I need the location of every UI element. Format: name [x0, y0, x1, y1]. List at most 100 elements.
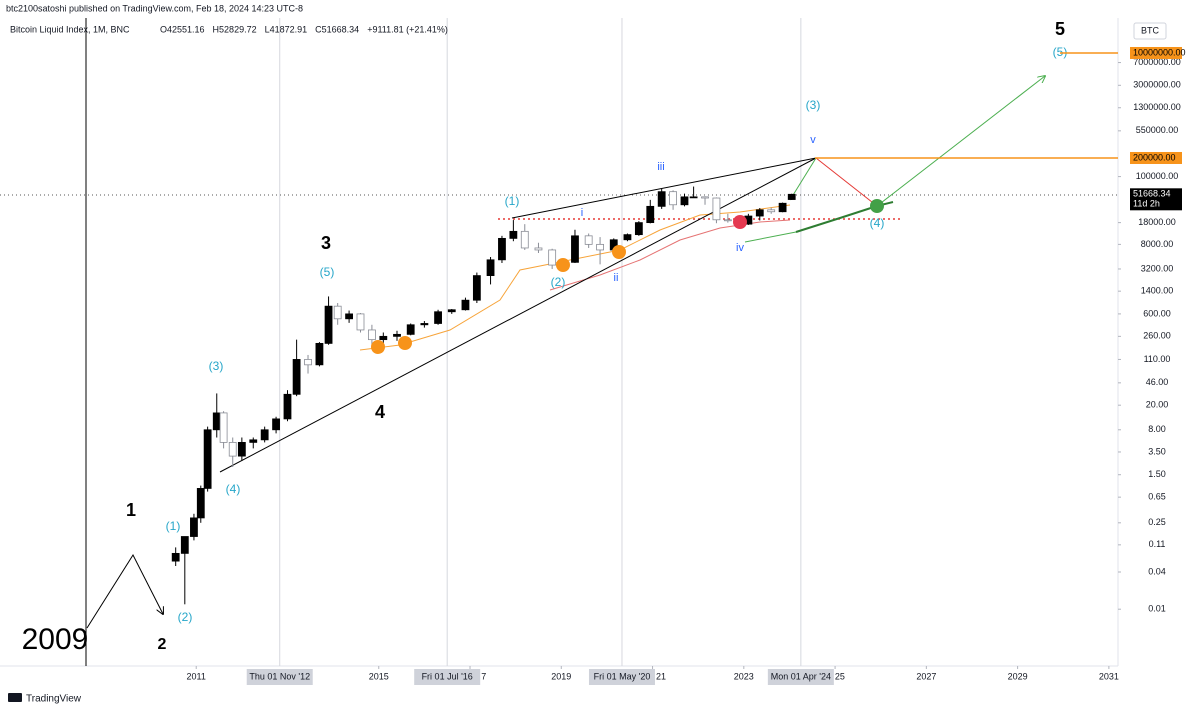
candle-body: [689, 196, 698, 199]
x-tick-label: 2019: [551, 671, 571, 681]
wave-label: ii: [614, 272, 619, 284]
date-marker-label: Mon 01 Apr '24: [771, 671, 831, 681]
y-tick-label: 8000.00: [1141, 239, 1174, 249]
projection-arrow: [876, 76, 1045, 207]
trend-line: [511, 157, 817, 219]
projection: [789, 157, 817, 201]
price-label: 10000000.00: [1133, 47, 1186, 57]
candle-body: [723, 219, 732, 222]
candle-body: [272, 418, 280, 431]
price-label-box: [1130, 151, 1182, 164]
date-marker-label: Fri 01 Jul '16: [422, 671, 473, 681]
ohlc-value: +9111.81 (+21.41%): [367, 24, 448, 34]
candle-body: [324, 305, 333, 344]
candle-body: [646, 205, 655, 224]
candle-body: [584, 235, 593, 245]
date-marker-box: [588, 669, 655, 685]
x-tick-label: 2015: [369, 671, 389, 681]
candle-body: [701, 196, 709, 199]
candle-body: [260, 429, 269, 441]
candle-body: [548, 249, 557, 266]
candle-body: [680, 196, 689, 206]
x-tick-label: 2023: [734, 671, 754, 681]
candle-body: [283, 393, 292, 420]
y-tick-label: 0.04: [1148, 566, 1166, 576]
pivot-dot: [612, 245, 626, 259]
candle-body: [634, 222, 643, 236]
y-tick-label: 260.00: [1143, 331, 1171, 341]
y-tick-label: 550000.00: [1136, 125, 1179, 135]
pivot-dot: [371, 340, 385, 354]
projection: [795, 201, 894, 233]
projection: [815, 157, 878, 207]
y-tick-label: 1300000.00: [1133, 102, 1181, 112]
wave-label: (1): [166, 519, 181, 533]
wave-label: 3: [321, 233, 331, 253]
candle-body: [472, 275, 481, 301]
y-tick-label: 8.00: [1148, 424, 1166, 434]
wave-label: (1): [505, 194, 520, 208]
wave-label: (3): [806, 98, 821, 112]
candle-body: [461, 299, 470, 311]
candle-body: [203, 429, 212, 489]
candle-body: [498, 237, 506, 261]
candle-body: [212, 412, 221, 431]
wave-label: 4: [375, 402, 385, 422]
candle-body: [669, 191, 677, 206]
price-label: 51668.34: [1133, 189, 1171, 199]
wave-label: iii: [657, 161, 664, 173]
candle-body: [180, 536, 189, 554]
candle-body: [249, 439, 258, 443]
ohlc-value: C51668.34: [315, 24, 359, 34]
x-tick-label: 7: [481, 671, 486, 681]
pivot-dot: [733, 215, 747, 229]
x-tick-label: 2031: [1099, 671, 1119, 681]
y-tick-label: 0.11: [1149, 539, 1166, 549]
candle-body: [447, 309, 456, 313]
candle-body: [657, 191, 666, 207]
wave-label: (4): [226, 482, 241, 496]
candle-body: [315, 342, 324, 366]
published-line: btc2100satoshi published on TradingView.…: [6, 3, 303, 13]
symbol-name: Bitcoin Liquid Index, 1M, BNC: [10, 24, 130, 34]
y-tick-label: 0.25: [1148, 517, 1166, 527]
y-tick-label: 600.00: [1143, 308, 1171, 318]
wave-label: (3): [209, 359, 224, 373]
price-label: 200000.00: [1133, 152, 1176, 162]
candle-body: [787, 193, 796, 200]
candle-body: [219, 412, 228, 443]
candle-body: [393, 333, 401, 337]
y-tick-label: 100000.00: [1136, 171, 1179, 181]
y-tick-label: 7000000.00: [1133, 57, 1181, 67]
date-marker-label: Fri 01 May '20: [594, 671, 651, 681]
ohlc-value: H52829.72: [213, 24, 257, 34]
wave-label: i: [581, 207, 583, 219]
y-tick-label: 3200.00: [1141, 263, 1174, 273]
candle-body: [237, 441, 246, 457]
x-tick-label: 2029: [1008, 671, 1028, 681]
y-tick-label: 20.00: [1146, 400, 1169, 410]
brand-name: TradingView: [26, 694, 82, 705]
candle-body: [712, 197, 721, 221]
wave-sketch: [86, 553, 163, 629]
date-marker-box: [414, 669, 481, 685]
pivot-dot: [556, 258, 570, 272]
price-label-box: [1130, 46, 1182, 59]
y-tick-label: 0.65: [1148, 492, 1166, 502]
candle-body: [379, 335, 388, 341]
wave-label: 2: [158, 636, 167, 653]
pivot-dot: [398, 336, 412, 350]
x-tick-label: 21: [656, 671, 666, 681]
wave-label: (5): [1053, 45, 1068, 59]
candle-body: [190, 517, 198, 537]
y-tick-label: 18000.00: [1138, 217, 1176, 227]
candle-body: [596, 243, 604, 251]
candle-body: [767, 209, 776, 213]
brand-logo: [8, 693, 22, 702]
x-tick-label: 2011: [187, 671, 206, 681]
candle-body: [571, 235, 579, 263]
wave-label: 5: [1055, 19, 1065, 39]
candle-body: [368, 329, 376, 341]
